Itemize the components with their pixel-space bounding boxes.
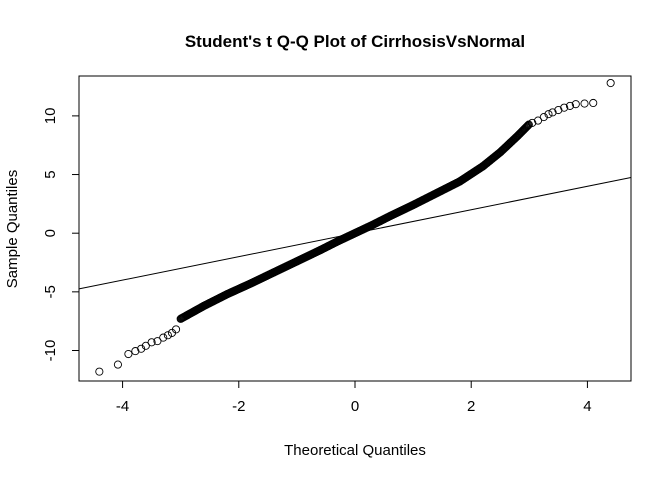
x-tick-label: -2 — [232, 398, 245, 415]
sample-point — [565, 101, 575, 110]
x-tick-label: 2 — [467, 398, 475, 415]
sample-point — [528, 118, 537, 127]
x-tick-label: -4 — [116, 398, 129, 415]
sample-point — [580, 99, 589, 108]
sample-point — [544, 110, 553, 119]
sample-point — [548, 108, 557, 117]
y-tick-label: 5 — [42, 170, 59, 178]
sample-point — [159, 333, 168, 342]
sample-point — [571, 100, 580, 109]
x-axis: -4 -2 0 2 4 — [116, 380, 592, 415]
sample-point — [147, 338, 156, 347]
y-tick-label: 0 — [42, 229, 59, 237]
sample-point — [137, 344, 146, 353]
x-tick-label: 0 — [351, 398, 359, 415]
plot-frame — [78, 75, 632, 382]
plot-marks — [78, 78, 632, 376]
sample-point — [141, 341, 150, 350]
sample-point — [163, 331, 172, 340]
x-axis-label: Theoretical Quantiles — [284, 442, 426, 459]
sample-point — [153, 337, 162, 346]
sample-point — [171, 325, 181, 334]
y-tick-label: -5 — [42, 285, 59, 298]
sample-point — [606, 78, 615, 88]
sample-point — [560, 103, 569, 112]
y-axis-label: Sample Quantiles — [4, 170, 21, 288]
x-tick-label: 4 — [583, 398, 591, 415]
sample-point — [124, 349, 133, 359]
sample-point — [131, 347, 140, 356]
chart-title: Student's t Q-Q Plot of CirrhosisVsNorma… — [185, 32, 525, 51]
sample-point — [533, 116, 543, 125]
sample-point — [113, 360, 122, 369]
y-tick-label: -10 — [42, 340, 59, 362]
sample-point — [554, 105, 563, 115]
y-tick-label: 10 — [42, 108, 59, 125]
sample-point — [522, 123, 531, 132]
sample-point — [522, 122, 531, 131]
y-axis: -10 -5 0 5 10 — [42, 108, 80, 362]
sample-point — [524, 121, 533, 130]
sample-point — [539, 113, 548, 122]
sample-point — [589, 98, 598, 108]
sample-point — [95, 367, 104, 376]
